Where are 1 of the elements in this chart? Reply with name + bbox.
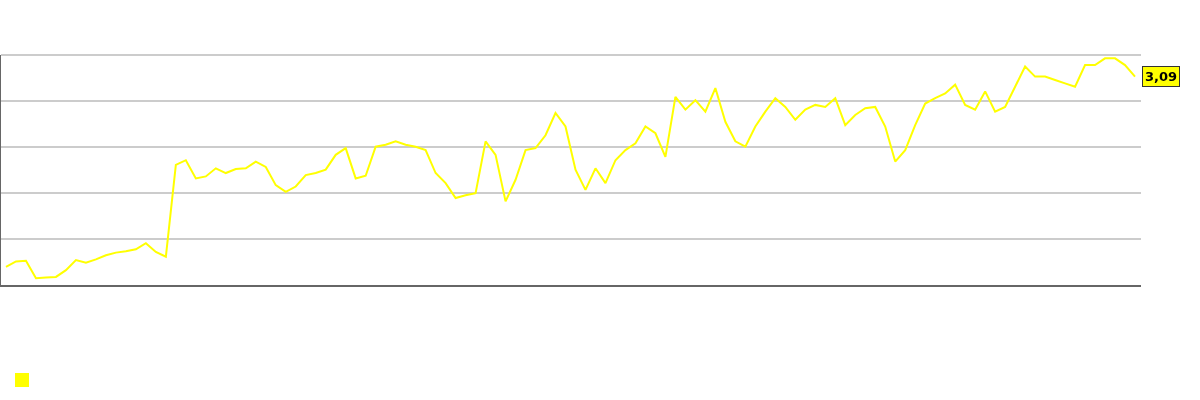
data-label: 3,09	[1145, 69, 1178, 84]
